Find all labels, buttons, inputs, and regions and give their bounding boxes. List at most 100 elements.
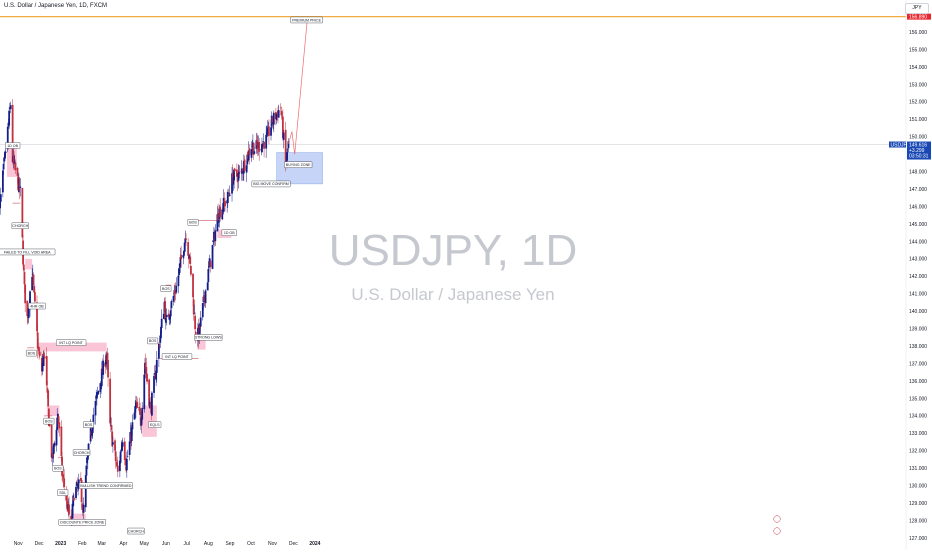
candle-body bbox=[268, 126, 270, 136]
annotation-label: 1D OB bbox=[7, 144, 18, 148]
annotation-2: FAILED TO FILL VOID AREA bbox=[0, 249, 55, 255]
symbol-watermark: USDJPY, 1DU.S. Dollar / Japanese Yen bbox=[329, 226, 578, 304]
y-tick-label: 137.000 bbox=[909, 361, 927, 367]
y-tick-label: 138.000 bbox=[909, 344, 927, 350]
annotation-17: INT LQ POINT bbox=[162, 354, 192, 360]
annotation-21: BIG MOVE CONFIRM bbox=[252, 181, 290, 187]
annotation-label: INT LQ POINT bbox=[59, 341, 83, 345]
y-tick-label: 150.000 bbox=[909, 135, 927, 141]
y-tick-label: 133.000 bbox=[909, 431, 927, 437]
annotation-9: CHORCH bbox=[73, 450, 90, 456]
candle-body bbox=[200, 317, 202, 326]
candle-body bbox=[156, 360, 158, 373]
annotation-label: BOS bbox=[149, 339, 157, 343]
candle-body bbox=[129, 442, 131, 455]
annotation-label: BOS bbox=[189, 221, 197, 225]
candle bbox=[75, 485, 77, 500]
premium-price-tag-text: 156.890 bbox=[909, 14, 927, 20]
x-tick-label: Sep bbox=[225, 541, 234, 547]
y-tick-label: 131.000 bbox=[909, 466, 927, 472]
currency-button[interactable]: JPY bbox=[905, 3, 929, 14]
annotation-label: BOS bbox=[45, 419, 53, 423]
candle bbox=[21, 188, 23, 240]
candle bbox=[194, 312, 196, 332]
projection-path bbox=[288, 20, 307, 154]
annotation-15: EQLS bbox=[148, 422, 161, 428]
candle-body bbox=[170, 310, 172, 316]
annotation-label: BULLISH TREND CONFIRMED bbox=[80, 484, 131, 488]
annotation-18: BOS bbox=[188, 219, 198, 225]
candle-body bbox=[239, 172, 241, 173]
candle-body bbox=[43, 352, 45, 356]
annotation-16: BOS bbox=[161, 286, 171, 292]
candle-body bbox=[47, 390, 49, 406]
annotation-22: BUYING ZONE bbox=[284, 162, 312, 168]
y-tick-label: 148.000 bbox=[909, 170, 927, 176]
annotation-11: DISCOUNTE PRICE ZONE bbox=[59, 519, 106, 525]
annotation-3: 4HR OB bbox=[29, 303, 46, 309]
y-tick-label: 140.000 bbox=[909, 309, 927, 315]
annotation-label: FAILED TO FILL VOID AREA bbox=[4, 250, 51, 254]
annotation-13: CHORCH bbox=[127, 528, 144, 534]
candle-body bbox=[141, 408, 143, 420]
y-tick-label: 143.000 bbox=[909, 257, 927, 263]
candle-body bbox=[83, 505, 85, 513]
candle-body bbox=[278, 110, 280, 118]
candle bbox=[117, 457, 119, 477]
candle bbox=[143, 374, 145, 413]
candle-body bbox=[24, 272, 26, 284]
y-tick-label: 152.000 bbox=[909, 100, 927, 106]
candle-body bbox=[111, 425, 113, 430]
candle-body bbox=[146, 374, 148, 382]
candle-body bbox=[0, 194, 2, 202]
candle-body bbox=[136, 402, 138, 408]
y-tick-label: 146.000 bbox=[909, 204, 927, 210]
y-tick-label: 144.000 bbox=[909, 239, 927, 245]
candle-body bbox=[60, 427, 62, 456]
candle-body bbox=[19, 187, 21, 188]
candle-body bbox=[249, 148, 251, 155]
x-tick-label: Nov bbox=[268, 541, 277, 547]
x-tick-label: 2023 bbox=[55, 541, 66, 547]
annotation-label: BUYING ZONE bbox=[286, 163, 311, 167]
candle-body bbox=[234, 169, 236, 171]
x-tick-label: Dec bbox=[289, 541, 298, 547]
candle-body bbox=[171, 301, 173, 308]
candle bbox=[190, 266, 192, 277]
annotation-label: CHORCH bbox=[12, 224, 28, 228]
annotation-6: BOS bbox=[44, 418, 54, 424]
y-tick-label: 156.000 bbox=[909, 30, 927, 36]
candle bbox=[263, 141, 265, 157]
y-tick-label: 128.000 bbox=[909, 518, 927, 524]
x-tick-label: Dec bbox=[35, 541, 44, 547]
x-tick-label: Jul bbox=[184, 541, 190, 547]
candle-body bbox=[58, 422, 60, 428]
candle-body bbox=[175, 286, 177, 293]
candle bbox=[24, 284, 26, 312]
annotation-label: CHORCH bbox=[74, 451, 90, 455]
candle-body bbox=[180, 255, 182, 259]
annotation-label: DISCOUNTE PRICE ZONE bbox=[60, 521, 105, 525]
event-marker-icon bbox=[774, 528, 781, 535]
y-tick-label: 127.000 bbox=[909, 536, 927, 542]
candle-body bbox=[8, 111, 10, 126]
buying-zone-layer bbox=[277, 153, 323, 184]
annotation-20: 1D OB bbox=[222, 230, 237, 236]
candle bbox=[210, 261, 212, 273]
watermark-description: U.S. Dollar / Japanese Yen bbox=[351, 285, 554, 304]
annotation-label: INT LQ POINT bbox=[165, 355, 189, 359]
annotation-label: BOS bbox=[85, 423, 93, 427]
price-axis[interactable]: 157.000156.000155.000154.000153.000152.0… bbox=[906, 0, 932, 550]
candle-body bbox=[132, 422, 134, 429]
candles-layer bbox=[0, 99, 289, 526]
candle-body bbox=[97, 391, 99, 394]
candle-body bbox=[34, 292, 36, 301]
candle-body bbox=[229, 195, 231, 196]
candle-body bbox=[224, 201, 226, 206]
candle bbox=[56, 427, 58, 451]
y-tick-label: 139.000 bbox=[909, 327, 927, 333]
candle-body bbox=[253, 151, 255, 153]
